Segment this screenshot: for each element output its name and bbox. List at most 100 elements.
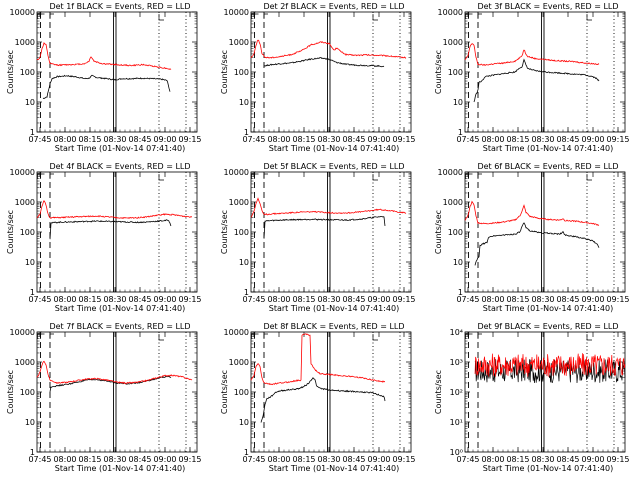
x-tick-label: 08:00 <box>481 455 504 464</box>
x-tick-label: 08:45 <box>342 455 365 464</box>
panel-title: Det 1f BLACK = Events, RED = LLD <box>49 2 190 11</box>
y-tick-label: 1 <box>458 288 463 297</box>
x-tick-label: 08:45 <box>556 455 579 464</box>
x-tick-label: 08:30 <box>317 135 340 144</box>
y-tick-label: 100 <box>234 228 249 237</box>
panel-det-1: Det 1f BLACK = Events, RED = LLD 1 10 100 10… <box>6 2 202 153</box>
y-tick-label: 100 <box>234 68 249 77</box>
y-tick-label: 100 <box>20 68 35 77</box>
y-tick-label: 1000 <box>229 38 249 47</box>
y-tick-label: 100 <box>234 388 249 397</box>
series-lld-line <box>36 360 193 384</box>
panel-title: Det 5f BLACK = Events, RED = LLD <box>263 162 404 171</box>
y-tick-label: 1000 <box>15 198 35 207</box>
x-tick-label: 08:15 <box>506 455 529 464</box>
x-tick-label: 09:00 <box>153 135 176 144</box>
x-tick-label: 08:15 <box>78 135 101 144</box>
y-tick-label: 1 <box>244 288 249 297</box>
y-tick-label: 1000 <box>15 358 35 367</box>
bracket-mark <box>477 333 482 339</box>
y-tick-label: 100 <box>448 68 463 77</box>
plot-frame <box>250 171 412 293</box>
bracket-mark <box>586 174 592 181</box>
x-tick-label: 08:30 <box>103 135 126 144</box>
y-axis-label: Counts/sec <box>220 210 229 254</box>
y-axis-label: Counts/sec <box>434 50 443 94</box>
bracket-mark <box>372 14 378 21</box>
x-tick-label: 09:15 <box>606 135 629 144</box>
y-tick-label: 10¹ <box>450 418 463 427</box>
x-tick-label: 09:00 <box>581 455 604 464</box>
y-tick-label: 10 <box>25 98 35 107</box>
x-tick-label: 08:00 <box>267 135 290 144</box>
y-tick-label: 100 <box>20 388 35 397</box>
y-tick-label: 10⁴ <box>450 328 463 337</box>
x-tick-label: 09:15 <box>392 295 415 304</box>
series-events-line <box>49 219 172 240</box>
x-tick-label: 08:30 <box>531 455 554 464</box>
panel-det-9: Det 9f BLACK = Events, RED = LLD 10⁰ 10¹ 10… <box>434 322 630 473</box>
panel-title: Det 8f BLACK = Events, RED = LLD <box>263 322 404 331</box>
bracket-mark <box>372 174 378 181</box>
x-tick-label: 07:45 <box>28 455 51 464</box>
bracket-mark <box>372 334 378 341</box>
x-tick-label: 08:00 <box>267 295 290 304</box>
plot-frame <box>464 331 626 453</box>
bracket-mark <box>40 173 45 179</box>
y-tick-label: 10000 <box>224 8 249 17</box>
bracket-mark <box>477 173 482 179</box>
panel-title: Det 6f BLACK = Events, RED = LLD <box>477 162 618 171</box>
x-tick-label: 08:30 <box>103 295 126 304</box>
x-tick-label: 09:15 <box>178 135 201 144</box>
x-tick-label: 08:30 <box>103 455 126 464</box>
series-lld-line <box>36 41 172 71</box>
y-axis-label: Counts/sec <box>6 210 15 254</box>
x-tick-label: 09:15 <box>178 455 201 464</box>
bracket-mark <box>477 13 482 19</box>
y-axis-label: Counts/sec <box>220 50 229 94</box>
x-tick-label: 08:00 <box>481 295 504 304</box>
y-tick-label: 10000 <box>438 168 463 177</box>
series-events-line <box>49 375 172 392</box>
x-tick-label: 08:00 <box>53 295 76 304</box>
bracket-mark <box>468 13 473 19</box>
panel-det-8: Det 8f BLACK = Events, RED = LLD 1 10 100 10… <box>220 322 416 473</box>
bracket-mark <box>263 173 268 179</box>
y-tick-label: 1 <box>244 128 249 137</box>
x-tick-label: 09:15 <box>606 455 629 464</box>
x-tick-label: 08:45 <box>128 135 151 144</box>
y-tick-label: 10000 <box>10 328 35 337</box>
x-tick-label: 08:30 <box>531 135 554 144</box>
y-tick-label: 1000 <box>229 198 249 207</box>
x-tick-label: 09:00 <box>581 135 604 144</box>
plot-frame <box>250 11 412 133</box>
x-axis-label: Start Time (01-Nov-14 07:41:40) <box>483 304 613 313</box>
x-tick-label: 07:45 <box>456 135 479 144</box>
x-axis-label: Start Time (01-Nov-14 07:41:40) <box>55 144 185 153</box>
bracket-mark <box>254 333 259 339</box>
x-tick-label: 09:15 <box>392 455 415 464</box>
y-tick-label: 1 <box>30 128 35 137</box>
bracket-mark <box>586 14 592 21</box>
y-axis-label: Counts/sec <box>220 370 229 414</box>
series-lld-line <box>464 43 600 67</box>
panel-det-4: Det 4f BLACK = Events, RED = LLD 1 10 100 10… <box>6 162 202 313</box>
y-tick-label: 10 <box>239 258 249 267</box>
x-tick-label: 07:45 <box>242 295 265 304</box>
panel-title: Det 2f BLACK = Events, RED = LLD <box>263 2 404 11</box>
x-tick-label: 09:00 <box>367 295 390 304</box>
bracket-mark <box>49 333 54 339</box>
y-tick-label: 10² <box>450 388 463 397</box>
series-lld-line <box>250 333 386 386</box>
y-tick-label: 10³ <box>450 358 463 367</box>
x-tick-label: 09:00 <box>581 295 604 304</box>
x-tick-label: 08:00 <box>53 455 76 464</box>
x-tick-label: 08:45 <box>128 295 151 304</box>
x-tick-label: 07:45 <box>456 455 479 464</box>
x-axis-label: Start Time (01-Nov-14 07:41:40) <box>55 464 185 473</box>
y-tick-label: 10 <box>25 418 35 427</box>
y-tick-label: 1 <box>244 448 249 457</box>
x-tick-label: 08:45 <box>556 295 579 304</box>
plot-frame <box>36 171 198 293</box>
